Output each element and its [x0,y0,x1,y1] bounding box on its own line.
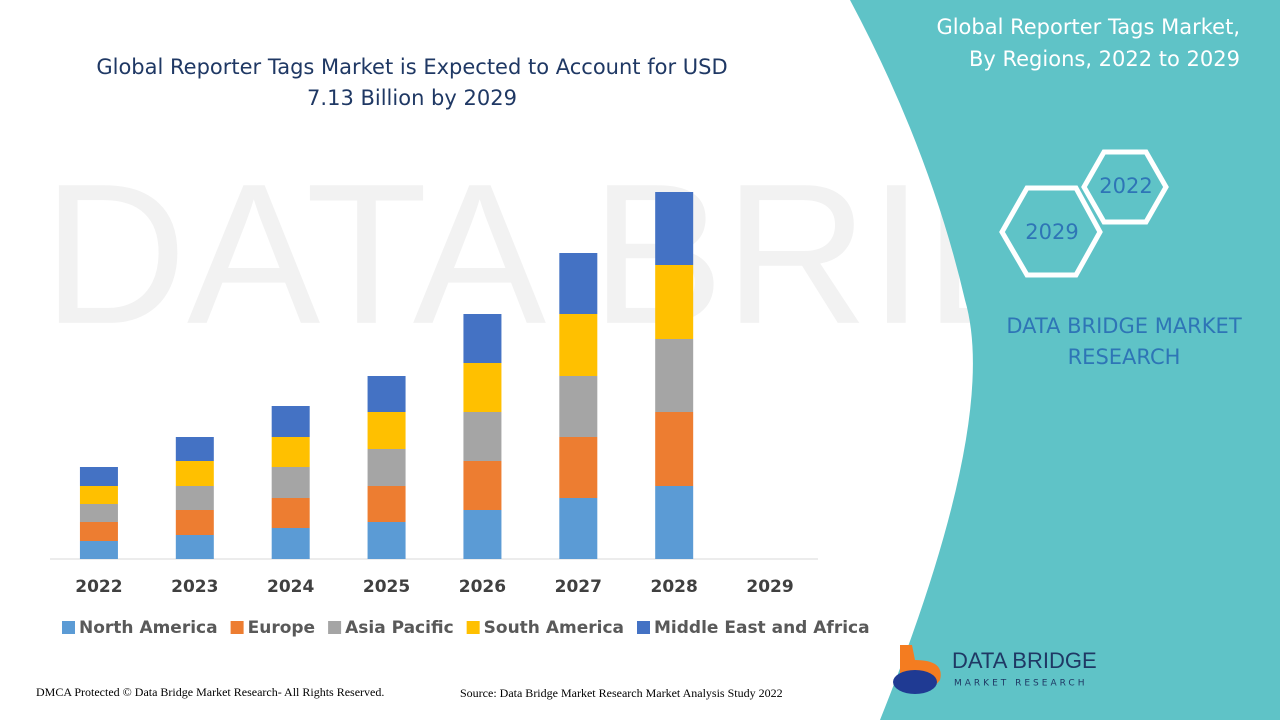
bar-segment [559,376,598,437]
bar-segment [367,449,406,486]
legend-swatch [637,621,650,634]
hexagon [999,185,1103,278]
legend-swatch [62,621,75,634]
bar-segment [655,412,694,486]
bar-segment [655,339,694,412]
bar-segment [367,486,406,522]
hexagon [1081,149,1169,225]
x-tick-label: 2026 [459,577,506,597]
brand-text: DATA BRIDGE MARKET [1006,314,1241,338]
x-tick-label: 2022 [75,577,122,597]
bar-segment [79,467,118,486]
bar-segment [271,437,310,467]
x-tick-label: 2027 [555,577,602,597]
bar-segment [271,498,310,528]
bar-segment [367,522,406,559]
bar-segment [175,461,214,486]
bar-segment [463,363,502,412]
legend-label: South America [484,618,624,638]
bar-segment [559,314,598,376]
bar-segment [271,528,310,559]
logo: DATA BRIDGE MARKET RESEARCH [893,645,1097,694]
bar-segment [271,406,310,437]
legend-swatch [328,621,342,634]
x-tick-label: 2024 [267,577,314,597]
legend-label: Middle East and Africa [654,618,870,638]
plot: 2022 2023 2024 2025 2026 2027 2028 2029 North Am… [62,192,870,638]
bar-segment [463,314,502,363]
x-tick-label: 2023 [171,577,218,597]
legend-label: Asia Pacific [345,618,454,638]
bar-segment [655,192,694,265]
copyright: DMCA Protected © Data Bridge Market Rese… [36,685,384,699]
side-panel [850,0,1280,720]
logo-mark [893,670,937,694]
chart-title: 7.13 Billion by 2029 [307,86,517,110]
bar-segment [655,265,694,339]
bar-segment [463,510,502,559]
bar-segment [463,412,502,461]
bar-segment [175,535,214,559]
bar-segment [655,486,694,559]
x-tick-label: 2029 [746,577,793,597]
bar-segment [175,437,214,461]
side-title: By Regions, 2022 to 2029 [969,47,1240,71]
legend-label: Europe [248,618,315,638]
logo-name: DATA BRIDGE [952,648,1097,673]
x-tick-label: 2025 [363,577,410,597]
bar-segment [79,486,118,504]
bar-segment [175,510,214,535]
bar-segment [367,376,406,412]
side-title: Global Reporter Tags Market, [936,15,1240,39]
x-tick-label: 2028 [651,577,698,597]
chart-title: Global Reporter Tags Market is Expected … [96,55,727,79]
source: Source: Data Bridge Market Research Mark… [460,686,783,700]
bar-segment [175,486,214,510]
hex-label: 2022 [1099,174,1152,198]
bar-segment [79,522,118,541]
bar-segment [79,504,118,522]
bar-segment [463,461,502,510]
hex-label: 2029 [1025,220,1078,244]
bar-segment [271,467,310,498]
legend-swatch [466,621,480,634]
logo-tagline: MARKET RESEARCH [954,679,1087,689]
bar-segment [367,412,406,449]
legend-swatch [230,621,244,634]
legend-label: North America [79,618,218,638]
bar-segment [559,498,598,559]
brand-text: RESEARCH [1068,345,1181,369]
bar-segment [559,437,598,498]
bar-segment [559,253,598,314]
bar-segment [79,541,118,559]
